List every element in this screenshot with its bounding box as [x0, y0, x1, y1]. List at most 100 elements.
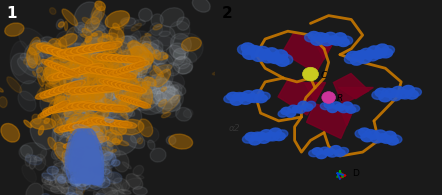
Ellipse shape [77, 140, 91, 145]
Ellipse shape [114, 68, 127, 74]
Ellipse shape [105, 81, 115, 93]
Ellipse shape [306, 101, 316, 108]
Ellipse shape [151, 51, 168, 65]
Ellipse shape [72, 47, 91, 53]
Ellipse shape [133, 98, 154, 105]
Ellipse shape [112, 106, 129, 112]
Ellipse shape [78, 102, 94, 107]
Ellipse shape [68, 67, 88, 76]
Ellipse shape [76, 64, 86, 73]
Polygon shape [282, 33, 332, 73]
Ellipse shape [55, 65, 69, 73]
Ellipse shape [80, 66, 97, 72]
Ellipse shape [138, 119, 152, 137]
Ellipse shape [105, 105, 125, 112]
Ellipse shape [80, 34, 87, 38]
Ellipse shape [85, 60, 104, 70]
Ellipse shape [95, 187, 118, 195]
Ellipse shape [71, 68, 109, 101]
Ellipse shape [86, 56, 95, 78]
Ellipse shape [105, 68, 122, 82]
Ellipse shape [102, 173, 122, 195]
Ellipse shape [93, 70, 116, 90]
Ellipse shape [102, 85, 122, 92]
Ellipse shape [355, 130, 367, 138]
Ellipse shape [315, 33, 327, 41]
Ellipse shape [53, 105, 65, 123]
Ellipse shape [87, 66, 101, 83]
Ellipse shape [61, 91, 86, 114]
Ellipse shape [117, 27, 124, 39]
Ellipse shape [64, 123, 81, 130]
Ellipse shape [72, 114, 83, 130]
Ellipse shape [89, 43, 110, 51]
Ellipse shape [133, 187, 147, 195]
Ellipse shape [29, 37, 40, 53]
Ellipse shape [68, 178, 82, 184]
Ellipse shape [90, 140, 103, 147]
Ellipse shape [91, 65, 100, 74]
Ellipse shape [80, 73, 97, 89]
Ellipse shape [83, 78, 93, 86]
Ellipse shape [101, 54, 121, 61]
Ellipse shape [86, 111, 102, 121]
Ellipse shape [83, 179, 88, 186]
Ellipse shape [136, 64, 172, 88]
Ellipse shape [138, 75, 148, 82]
Ellipse shape [56, 19, 64, 29]
Ellipse shape [72, 74, 80, 77]
Ellipse shape [85, 64, 103, 71]
Ellipse shape [68, 87, 86, 110]
Ellipse shape [350, 105, 360, 112]
Ellipse shape [77, 118, 97, 138]
Ellipse shape [119, 96, 133, 102]
Ellipse shape [69, 81, 84, 88]
Ellipse shape [105, 120, 123, 126]
Ellipse shape [88, 118, 104, 124]
Ellipse shape [64, 155, 80, 164]
Ellipse shape [53, 96, 65, 106]
Ellipse shape [50, 87, 66, 94]
Ellipse shape [110, 69, 124, 76]
Ellipse shape [47, 39, 61, 54]
Ellipse shape [94, 137, 108, 142]
Ellipse shape [133, 100, 148, 107]
Ellipse shape [320, 147, 330, 154]
Ellipse shape [115, 88, 129, 99]
Ellipse shape [320, 103, 330, 110]
Ellipse shape [151, 14, 163, 27]
Ellipse shape [112, 138, 120, 145]
Ellipse shape [44, 108, 56, 115]
Ellipse shape [65, 123, 96, 144]
Ellipse shape [105, 11, 130, 28]
Ellipse shape [116, 38, 123, 42]
Ellipse shape [71, 56, 80, 70]
Ellipse shape [19, 143, 47, 162]
Ellipse shape [169, 134, 193, 149]
Ellipse shape [90, 93, 116, 107]
Ellipse shape [65, 175, 78, 189]
Ellipse shape [111, 98, 133, 107]
Ellipse shape [108, 35, 138, 50]
Ellipse shape [258, 50, 272, 60]
Ellipse shape [54, 85, 72, 93]
Ellipse shape [48, 48, 66, 56]
Ellipse shape [92, 86, 110, 92]
Ellipse shape [52, 63, 65, 78]
Ellipse shape [67, 103, 98, 125]
Ellipse shape [367, 46, 380, 55]
Ellipse shape [73, 133, 88, 171]
Ellipse shape [308, 31, 320, 40]
Ellipse shape [75, 161, 85, 167]
Ellipse shape [61, 187, 83, 195]
Ellipse shape [95, 1, 105, 11]
Ellipse shape [131, 80, 139, 88]
Ellipse shape [94, 75, 116, 82]
Ellipse shape [83, 62, 95, 78]
Ellipse shape [85, 60, 103, 77]
Ellipse shape [303, 104, 313, 111]
Ellipse shape [65, 105, 88, 127]
Ellipse shape [104, 80, 120, 86]
Ellipse shape [335, 104, 345, 111]
Ellipse shape [66, 136, 72, 141]
